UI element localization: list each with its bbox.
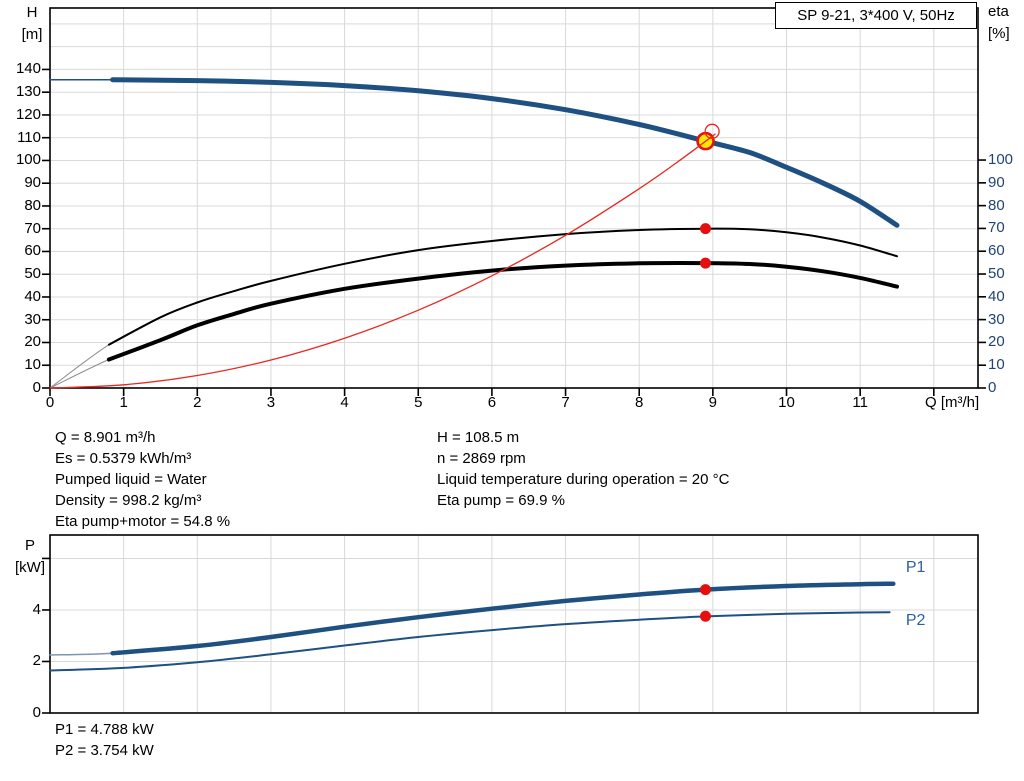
eta-axis-symbol: eta — [988, 3, 1009, 20]
info-h: H = 108.5 m — [437, 429, 520, 446]
info-temp: Liquid temperature during operation = 20… — [437, 471, 730, 488]
info-q: Q = 8.901 m³/h — [55, 429, 156, 446]
x-axis-tick-label: 9 — [708, 394, 718, 411]
info-es: Es = 0.5379 kWh/m³ — [55, 450, 192, 467]
right-axis-tick-label: 50 — [988, 265, 1005, 283]
chart-title-box: SP 9-21, 3*400 V, 50Hz — [775, 2, 977, 29]
right-axis-tick-label: 0 — [988, 379, 997, 396]
info-p1: P1 = 4.788 kW — [55, 721, 154, 738]
right-axis-tick-label: 20 — [988, 333, 1005, 351]
left-axis-tick-label: 0 — [32, 379, 41, 396]
left-axis-tick-label: 140 — [15, 60, 41, 78]
left-axis-tick-label: 50 — [24, 265, 41, 283]
x-axis-tick-label: 7 — [561, 394, 570, 411]
right-axis-tick-label: 10 — [988, 356, 1005, 374]
h-axis-unit: [m] — [21, 26, 43, 43]
series-label-p1: P1 — [905, 559, 926, 577]
p2-duty-dot — [699, 610, 711, 622]
info-liquid: Pumped liquid = Water — [55, 471, 207, 488]
eta-pump — [107, 227, 898, 346]
series-label-p2: P2 — [905, 612, 926, 630]
x-axis-tick-label: 2 — [193, 394, 202, 411]
eta-axis-unit: [%] — [988, 25, 1010, 42]
h-axis-symbol: H — [26, 4, 38, 21]
right-axis-tick-label: 60 — [988, 242, 1005, 260]
requested-duty-ring — [704, 123, 720, 139]
info-eta-pump: Eta pump = 69.9 % — [437, 492, 565, 509]
p-axis-symbol: P — [24, 537, 35, 554]
x-axis-tick-label: 0 — [45, 394, 55, 411]
P2-power-curve — [49, 611, 891, 672]
x-axis-tick-label: 4 — [340, 394, 349, 411]
eta-pump-plus-motor — [106, 261, 899, 362]
info-rpm: n = 2869 rpm — [437, 450, 526, 467]
left-axis-tick-label: 60 — [24, 242, 41, 260]
left-axis-tick-label: 4 — [32, 600, 41, 618]
left-axis-tick-label: 0 — [32, 704, 41, 721]
x-axis-tick-label: 10 — [778, 394, 795, 411]
left-axis-tick-label: 120 — [15, 105, 41, 123]
left-axis-tick-label: 90 — [24, 174, 41, 192]
left-axis-tick-label: 130 — [15, 83, 41, 101]
info-density: Density = 998.2 kg/m³ — [55, 492, 202, 509]
eta-pump-duty-dot — [699, 223, 711, 235]
eta-pump-lead — [49, 316, 161, 389]
pump-curve-H — [110, 77, 900, 228]
p-axis-unit: [kW] — [15, 559, 45, 576]
right-axis-tick-label: 100 — [988, 151, 1014, 169]
plot-border — [49, 7, 979, 389]
right-axis-tick-label: 90 — [988, 173, 1005, 191]
x-axis-tick-label: 3 — [266, 394, 276, 411]
x-axis-tick-label: 8 — [635, 394, 644, 411]
info-p2: P2 = 3.754 kW — [55, 742, 154, 759]
q-axis-label: Q [m³/h] — [925, 394, 980, 411]
right-axis-tick-label: 40 — [988, 287, 1005, 305]
P1-power-curve — [110, 581, 896, 656]
left-axis-tick-label: 2 — [32, 652, 41, 670]
left-axis-tick-label: 80 — [24, 196, 41, 214]
left-axis-tick-label: 40 — [24, 287, 41, 305]
left-axis-tick-label: 100 — [15, 151, 41, 169]
right-axis-tick-label: 30 — [988, 310, 1005, 328]
eta-pump-motor-duty-dot — [699, 257, 711, 269]
right-axis-tick-label: 80 — [988, 196, 1005, 214]
x-axis-tick-label: 6 — [487, 394, 497, 411]
p1-duty-dot — [699, 584, 711, 596]
x-axis-tick-label: 1 — [119, 394, 128, 411]
right-axis-tick-label: 70 — [988, 219, 1005, 237]
left-axis-tick-label: 110 — [17, 128, 41, 146]
x-axis-tick-label: 11 — [852, 394, 868, 411]
requested-duty-parabola — [49, 133, 716, 389]
x-axis-tick-label: 5 — [414, 394, 423, 411]
left-axis-tick-label: 10 — [24, 356, 41, 374]
plot-border — [49, 534, 979, 714]
chart-title: SP 9-21, 3*400 V, 50Hz — [797, 7, 955, 24]
left-axis-tick-label: 20 — [24, 333, 41, 351]
left-axis-tick-label: 30 — [24, 310, 41, 328]
info-eta-total: Eta pump+motor = 54.8 % — [55, 513, 231, 530]
left-axis-tick-label: 70 — [24, 219, 41, 237]
